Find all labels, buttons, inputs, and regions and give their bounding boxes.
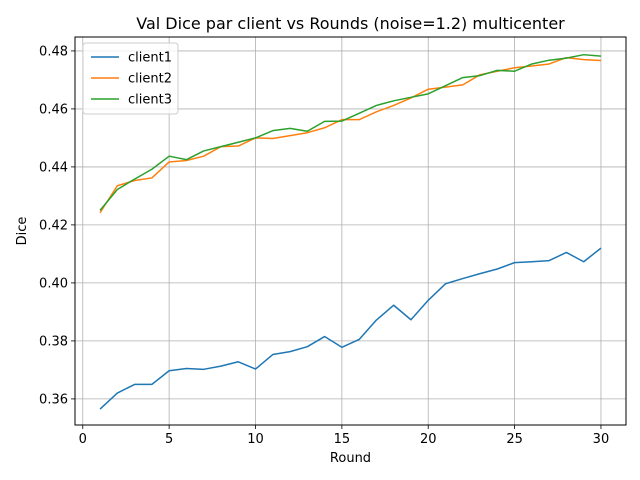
series-lines [99, 53, 602, 410]
series-line-client3 [99, 53, 602, 211]
grid [75, 37, 626, 425]
series-line-client2 [99, 56, 601, 214]
x-tick-label: 15 [334, 432, 351, 447]
x-tick-label: 20 [420, 432, 437, 447]
y-tick-label: 0.46 [39, 102, 68, 117]
x-axis-ticks: 0 5 10 15 20 25 30 [79, 425, 610, 447]
legend: client1 client2 client3 [82, 42, 179, 115]
y-tick-label: 0.38 [39, 334, 68, 349]
series-line-client1 [99, 247, 602, 410]
x-tick-label: 25 [506, 432, 523, 447]
x-tick-label: 0 [79, 432, 87, 447]
y-tick-label: 0.48 [39, 44, 68, 59]
chart-title: Val Dice par client vs Rounds (noise=1.2… [136, 14, 565, 33]
legend-label-client3: client3 [128, 93, 172, 108]
y-axis-ticks: 0.36 0.38 0.40 0.42 0.44 0.46 0.48 [39, 44, 75, 407]
legend-label-client1: client1 [128, 51, 172, 66]
y-tick-label: 0.44 [39, 160, 68, 175]
legend-box [82, 42, 179, 115]
x-tick-label: 30 [593, 432, 610, 447]
y-tick-label: 0.40 [39, 276, 68, 291]
x-tick-label: 10 [247, 432, 264, 447]
legend-label-client2: client2 [128, 72, 172, 87]
plot-area-frame [74, 36, 627, 426]
y-tick-label: 0.36 [39, 392, 68, 407]
x-tick-label: 5 [165, 432, 173, 447]
y-tick-label: 0.42 [39, 218, 68, 233]
y-axis-label: Dice [15, 217, 30, 246]
x-axis-label: Round [330, 451, 371, 466]
